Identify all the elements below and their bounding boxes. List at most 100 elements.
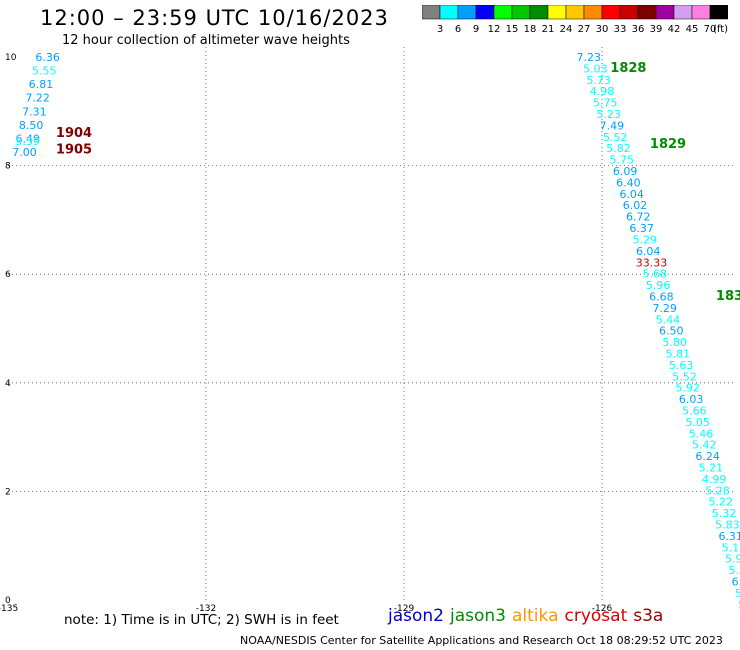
swh-value-jason3: 5.03 — [583, 62, 608, 75]
swh-value-cryosat: 5.55 — [32, 65, 57, 78]
swh-value-jason3: 6.31 — [718, 530, 740, 543]
swh-value-jason3: 5.96 — [646, 279, 671, 292]
colorbar-label: 27 — [578, 24, 591, 35]
swh-value-jason3: 7.29 — [652, 302, 677, 315]
y-tick-label: 4 — [5, 379, 11, 389]
colorbar-label: 9 — [473, 24, 479, 35]
swh-value-jason3: 6.24 — [695, 450, 720, 463]
swh-value-cryosat: 5.59 — [16, 135, 41, 148]
colorbar-unit: (ft) — [713, 24, 728, 35]
swh-value-jason3: 4.98 — [590, 85, 615, 98]
swh-value-jason3: 5.75 — [593, 97, 618, 110]
swh-value-cryosat: 8.50 — [19, 119, 44, 132]
colorbar-swatch — [709, 5, 728, 20]
swh-value-jason3: 4.99 — [702, 473, 727, 486]
swh-value-jason3: 5.92 — [676, 382, 701, 395]
swh-value-jason3: 5.83 — [715, 519, 740, 532]
swh-value-jason3: 6.72 — [626, 211, 651, 224]
track-time-label: 1830 — [716, 289, 740, 304]
swh-value-jason3: 6.04 — [619, 188, 644, 201]
swh-value-jason3: 5.63 — [669, 359, 694, 372]
swh-value-jason3: 5.05 — [685, 416, 710, 429]
colorbar-label: 42 — [668, 24, 681, 35]
swh-value-jason3: 5.29 — [633, 233, 658, 246]
x-tick-label: -135 — [0, 604, 18, 614]
track-time-label: 1905 — [56, 142, 92, 157]
swh-value-jason3: 5.94 — [725, 553, 740, 566]
swh-value-jason3: 5.33 — [728, 564, 740, 577]
swh-value-jason3: 5.22 — [709, 496, 734, 509]
colorbar-label: 39 — [650, 24, 663, 35]
legend-item-jason3: jason3 — [450, 606, 506, 626]
swh-value-jason3: 33.33 — [636, 256, 668, 269]
swh-value-jason3: 6.03 — [679, 393, 704, 406]
swh-value-jason3: 5.73 — [586, 74, 611, 87]
colorbar-label: 21 — [542, 24, 555, 35]
credit-line: NOAA/NESDIS Center for Satellite Applica… — [240, 634, 723, 647]
swh-value-jason3: 5.42 — [692, 439, 717, 452]
colorbar-label: 18 — [524, 24, 537, 35]
y-tick-label: 6 — [5, 270, 11, 280]
chart-subtitle: 12 hour collection of altimeter wave hei… — [62, 33, 350, 48]
swh-value-cryosat: 7.31 — [22, 105, 47, 118]
swh-value-jason3: 5.52 — [672, 370, 697, 383]
swh-value-jason3: 6.02 — [623, 199, 648, 212]
swh-value-cryosat: 7.22 — [25, 92, 50, 105]
swh-value-jason3: 6.37 — [629, 222, 654, 235]
colorbar-label: 70 — [704, 24, 717, 35]
legend-item-cryosat: cryosat — [564, 606, 628, 626]
swh-value-jason3: 5.21 — [699, 462, 724, 475]
swh-value-jason3: 5.82 — [606, 142, 631, 155]
x-tick-label: -132 — [196, 604, 216, 614]
y-tick-label: 0 — [5, 596, 11, 606]
colorbar-label: 33 — [614, 24, 627, 35]
swh-value-jason3: 5.32 — [712, 507, 737, 520]
track-time-label: 1828 — [610, 61, 646, 76]
swh-value-jason3: 5.75 — [610, 154, 635, 167]
y-tick-label: 2 — [5, 487, 11, 497]
swh-value-jason3: 5.66 — [682, 404, 707, 417]
colorbar-label: 24 — [560, 24, 573, 35]
swh-value-jason3: 5.80 — [662, 336, 687, 349]
track-time-label: 1904 — [56, 126, 92, 141]
swh-value-jason3: 6.50 — [659, 325, 684, 338]
colorbar-label: 6 — [455, 24, 461, 35]
colorbar-label: 45 — [686, 24, 699, 35]
x-tick-label: -126 — [592, 604, 613, 614]
swh-value-jason3: 5.14 — [722, 541, 740, 554]
color-scale-legend: 3 6 9 12 15 18 21 24 27 30 33 36 39 42 45 70(ft) — [422, 5, 728, 35]
colorbar-label: 36 — [632, 24, 645, 35]
colorbar-label: 3 — [437, 24, 443, 35]
chart-title: 12:00 – 23:59 UTC 10/16/2023 — [40, 6, 389, 30]
swh-value-cryosat: 7.00 — [12, 146, 37, 159]
y-tick-label: 8 — [5, 162, 11, 172]
x-tick-label: -129 — [394, 604, 415, 614]
colorbar-label: 15 — [506, 24, 519, 35]
footnote: note: 1) Time is in UTC; 2) SWH is in fe… — [64, 612, 339, 628]
swh-value-jason3: 5.44 — [656, 313, 681, 326]
swh-value-jason3: 6.40 — [616, 176, 641, 189]
swh-value-jason3: 5.28 — [705, 484, 730, 497]
swh-value-cryosat: 6.49 — [16, 132, 41, 145]
swh-value-jason3: 5.90 — [738, 598, 740, 611]
swh-value-jason3: 6.38 — [732, 576, 740, 589]
swh-value-jason3: 5.52 — [603, 131, 628, 144]
legend-item-jason2: jason2 — [388, 606, 444, 626]
track-time-label: 1829 — [650, 137, 686, 152]
swh-value-jason3: 5.85 — [735, 587, 740, 600]
swh-value-cryosat: 6.81 — [29, 78, 54, 91]
swh-value-jason3: 5.68 — [643, 268, 668, 281]
swh-value-jason3: 7.49 — [600, 119, 625, 132]
swh-value-jason3: 5.23 — [596, 108, 621, 121]
swh-value-jason3: 7.23 — [577, 51, 602, 64]
colorbar-label: 12 — [488, 24, 501, 35]
colorbar-label: 30 — [596, 24, 609, 35]
y-tick-label: 10 — [5, 53, 17, 63]
swh-value-jason3: 5.46 — [689, 427, 714, 440]
swh-value-jason3: 6.09 — [613, 165, 638, 178]
swh-value-cryosat: 6.36 — [35, 51, 60, 64]
satellite-legend: jason2 jason3 altika cryosat s3a — [388, 606, 669, 626]
swh-value-jason3: 6.04 — [636, 245, 661, 258]
legend-item-s3a: s3a — [633, 606, 664, 626]
